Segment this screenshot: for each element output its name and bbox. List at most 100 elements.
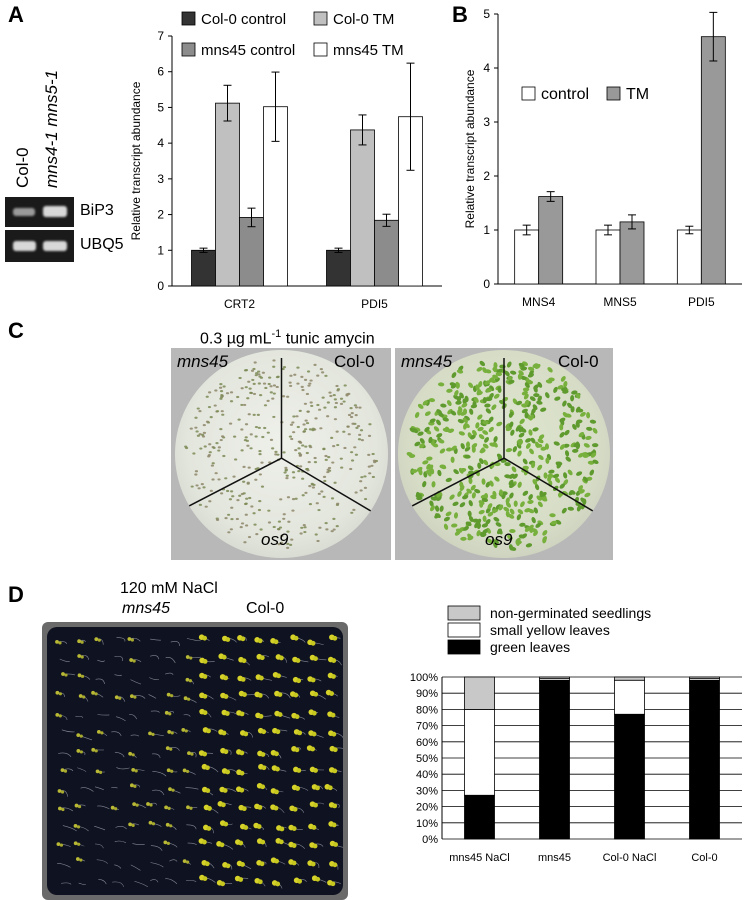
seed [305,421,310,425]
seedling [486,527,491,534]
seedling-leaf [260,784,266,790]
seedling-leaf [146,802,150,806]
seedling-leaf [73,841,78,846]
seed [293,373,297,376]
seedling [537,395,542,402]
seed [203,445,207,448]
seed [208,451,212,454]
bar [374,219,399,287]
seed [305,392,310,396]
seed [323,406,327,409]
seedling-leaf [242,692,247,697]
seed [307,460,311,464]
seedling-leaf [313,802,318,808]
seedling [592,427,598,434]
seedling [563,472,568,479]
seed [207,405,212,409]
seedling-leaf [58,806,62,811]
seedling [482,397,487,404]
seedling [504,370,510,377]
seedling [485,481,491,488]
seed [260,485,265,488]
seedling-root [97,659,105,662]
seedling [508,411,514,418]
seedling-leaf [330,881,336,887]
seedling-leaf [277,712,283,717]
seedling-leaf [202,658,208,664]
seed [317,492,321,495]
seed [217,446,221,449]
seed [301,444,305,447]
seed [286,542,290,546]
seed [326,401,330,404]
seedling [467,465,474,471]
seedling-leaf [202,710,208,716]
seedling-leaf [185,655,190,659]
seedling [449,382,456,387]
seed [335,430,339,433]
seedling [409,427,416,433]
seedling-root [114,840,127,844]
seed [252,413,256,416]
seedling [464,395,469,403]
stacked-bar-segment [464,709,495,796]
seedling-leaf [313,768,318,773]
seedling [459,502,466,508]
seed [257,426,261,429]
seed [300,375,304,378]
seed [305,451,309,455]
chart-b: 0 1 2 3 4 5 Relative transcript abundance MNS4 M… [463,7,742,309]
seedling [417,431,424,436]
seed [324,374,328,377]
seed [313,461,318,464]
plate-divider [407,457,505,509]
seed [355,426,359,430]
seed [253,523,257,526]
seedling-root [152,770,167,777]
seed [343,384,347,387]
seed [196,407,200,410]
seedling-leaf [275,881,281,887]
seed [327,456,331,459]
seedling-leaf [297,730,303,736]
seedling-leaf [225,863,231,869]
seedling [547,367,553,373]
seed [296,366,300,369]
seedling-leaf [133,695,137,699]
legend-label: non-germinated seedlings [490,605,651,621]
seed [301,477,305,480]
seedling-leaf [76,733,81,737]
seedling [446,388,453,393]
seedling [508,544,514,551]
salt-plate-agar [47,627,347,895]
seed [299,441,303,444]
seed [194,473,198,476]
seed [210,464,214,467]
seedling-leaf [274,751,279,757]
seedling [460,443,465,450]
seed [254,374,258,377]
seedling-leaf [221,730,227,736]
seedling-leaf [95,769,100,774]
x-tick-label: CRT2 [224,297,255,311]
seedling-leaf [129,694,134,699]
seedling [439,505,444,512]
seedling-leaf [202,674,208,679]
seedling [537,464,543,471]
seedling [483,459,489,466]
seedling-leaf [74,803,79,808]
seed [199,447,203,450]
seedling-leaf [278,655,284,661]
seedling [520,501,525,508]
seedling [485,507,491,514]
seedling-leaf [76,825,81,829]
seedling [445,477,452,482]
seedling [524,399,529,406]
seed [314,533,318,536]
seed [308,428,313,431]
seedling [436,433,443,438]
seedling [416,496,423,501]
seed [335,384,339,388]
seed [259,528,263,531]
seed [301,494,305,497]
